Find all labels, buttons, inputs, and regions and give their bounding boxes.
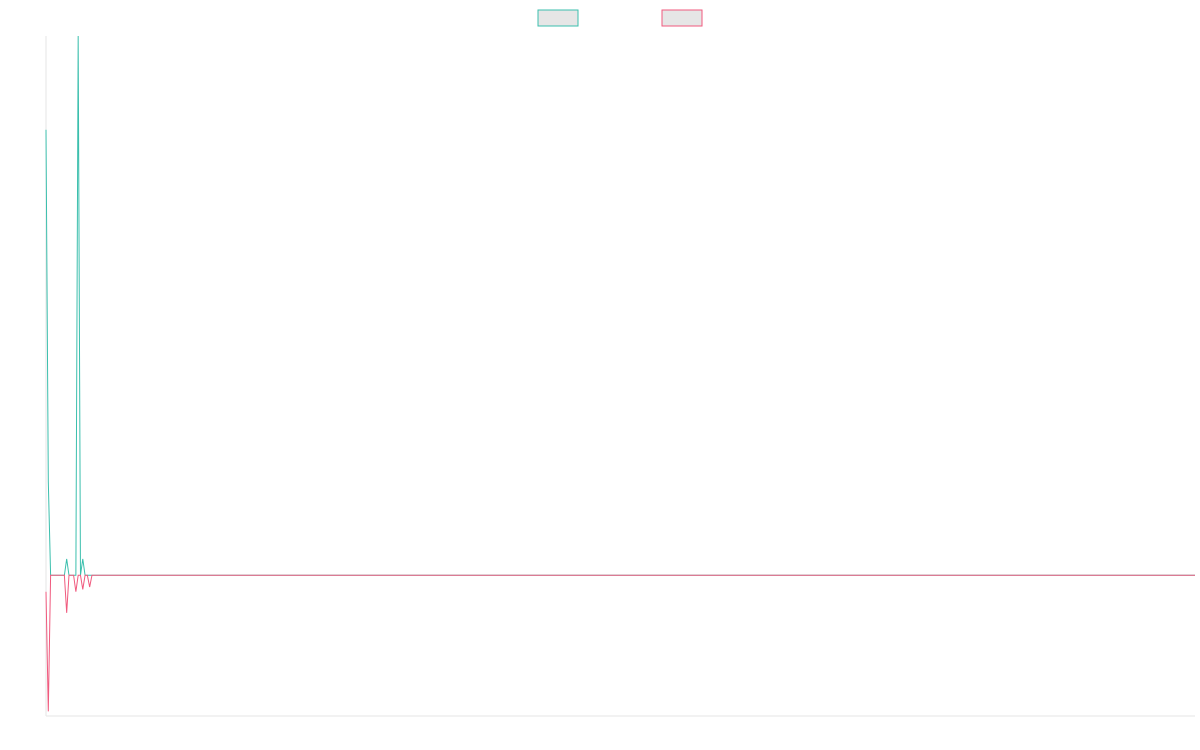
series-line-2 bbox=[45, 574, 1195, 712]
axes bbox=[45, 36, 1195, 717]
series-layer bbox=[45, 35, 1195, 712]
legend-swatch-1[interactable] bbox=[537, 9, 579, 27]
legend-swatch-2[interactable] bbox=[661, 9, 703, 27]
series-line-1 bbox=[45, 35, 1195, 576]
legend[interactable] bbox=[537, 9, 703, 27]
